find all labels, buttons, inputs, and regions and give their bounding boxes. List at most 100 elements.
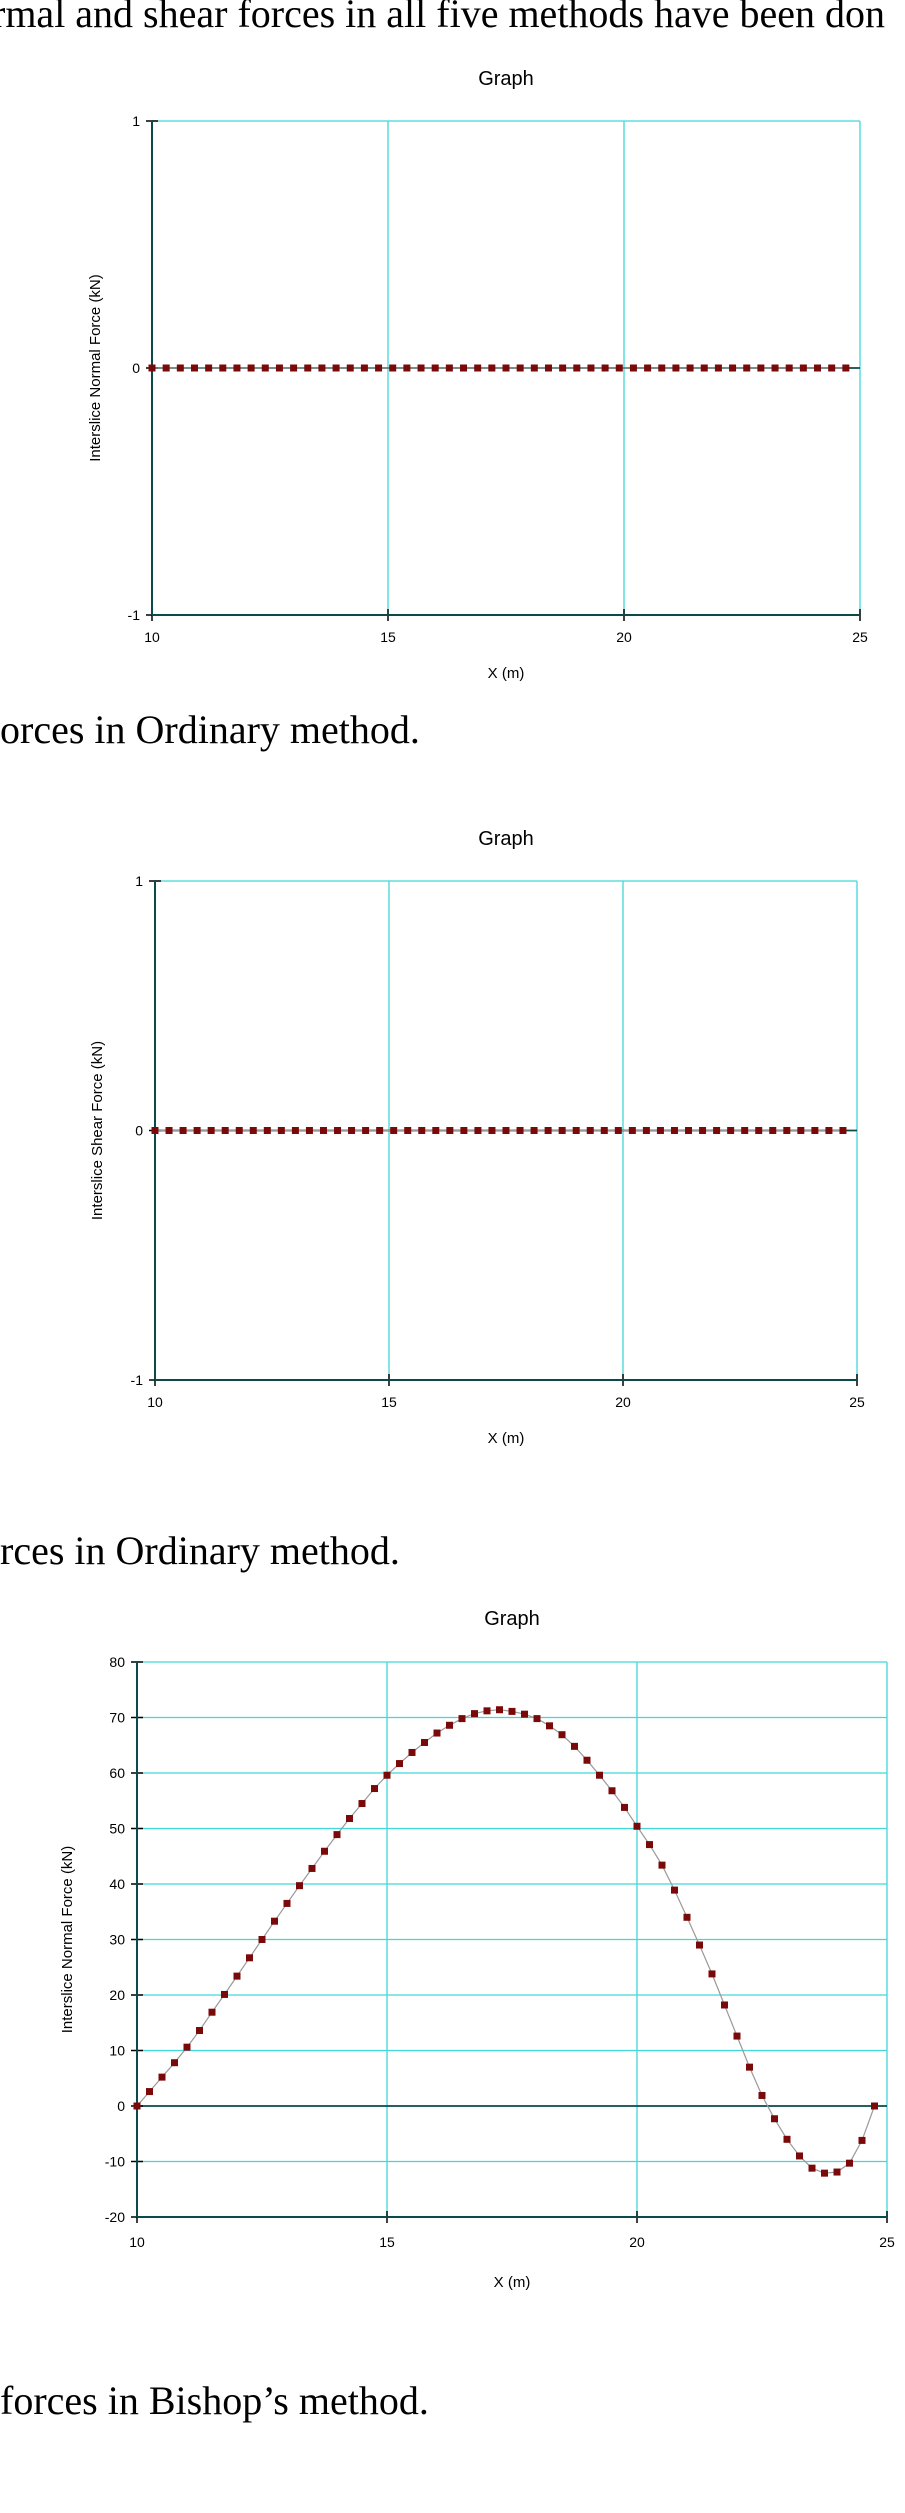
data-point	[171, 2059, 178, 2067]
data-point	[165, 1127, 173, 1134]
data-point	[708, 1970, 716, 1978]
data-point	[404, 1127, 412, 1134]
data-point	[785, 364, 793, 372]
data-point	[842, 364, 850, 372]
chart-normal-force-bishop: Graph 10 15 20 25 -20 -10 0 10 20 30 40 50 60 70 80 X (m…	[59, 1608, 895, 2291]
x-axis-label: X (m)	[494, 2274, 531, 2291]
data-point	[360, 364, 368, 372]
data-point	[615, 364, 623, 372]
data-point	[546, 1722, 553, 1730]
data-point	[797, 1127, 805, 1134]
figure-caption-3: forces in Bishop’s method.	[0, 2378, 429, 2423]
data-point	[558, 1127, 566, 1134]
data-point	[348, 1127, 356, 1134]
data-point	[614, 1127, 622, 1134]
data-point	[601, 364, 609, 372]
data-point	[502, 1127, 510, 1134]
data-point	[308, 1864, 316, 1872]
data-point	[179, 1127, 187, 1134]
data-point	[333, 1831, 341, 1839]
x-tick-label: 20	[616, 629, 632, 645]
data-point	[277, 1127, 285, 1134]
data-point	[233, 364, 241, 372]
data-point	[596, 1771, 603, 1779]
data-point	[445, 364, 453, 372]
data-point	[233, 1972, 241, 1980]
data-point	[713, 1127, 721, 1134]
data-point	[727, 1127, 735, 1134]
data-point	[221, 1127, 229, 1134]
data-point	[714, 364, 722, 372]
data-point	[332, 364, 340, 372]
data-point	[362, 1127, 370, 1134]
data-point	[686, 364, 694, 372]
data-point	[658, 1861, 666, 1869]
data-point	[275, 364, 283, 372]
data-point	[219, 364, 227, 372]
data-point	[858, 2136, 866, 2144]
x-tick-label: 10	[147, 1394, 163, 1410]
y-tick-label: -10	[105, 2154, 125, 2170]
y-tick-label: 0	[132, 360, 140, 376]
y-axis-label: Interslice Shear Force (kN)	[89, 1041, 106, 1220]
data-point	[746, 2063, 753, 2071]
data-point	[291, 1127, 299, 1134]
data-point	[221, 1990, 228, 1998]
data-point	[573, 364, 581, 372]
data-point	[783, 2135, 791, 2143]
data-point	[629, 364, 637, 372]
data-point	[417, 364, 425, 372]
data-point	[321, 1847, 328, 1855]
x-tick-label: 10	[129, 2234, 145, 2250]
data-point	[621, 1803, 628, 1811]
data-point	[271, 1917, 278, 1925]
data-point	[530, 1127, 538, 1134]
y-axis-label: Interslice Normal Force (kN)	[59, 1846, 76, 2034]
data-point	[208, 2008, 216, 2016]
data-point	[670, 1127, 678, 1134]
data-point	[769, 1127, 777, 1134]
data-point	[696, 1941, 703, 1949]
data-point	[318, 364, 326, 372]
data-point	[644, 364, 652, 372]
data-point	[383, 1771, 391, 1779]
data-point	[521, 1710, 528, 1718]
x-tick-label: 15	[381, 1394, 397, 1410]
data-point	[376, 1127, 384, 1134]
data-point	[729, 364, 737, 372]
y-tick-label: 50	[109, 1821, 125, 1837]
data-point	[733, 2032, 741, 2040]
data-point	[421, 1738, 428, 1746]
y-axis-label: Interslice Normal Force (kN)	[87, 274, 104, 462]
data-point	[741, 1127, 749, 1134]
data-point	[633, 1822, 641, 1830]
x-tick-label: 20	[615, 1394, 631, 1410]
data-point	[446, 1721, 453, 1729]
data-point	[408, 1748, 416, 1756]
data-point	[796, 2152, 803, 2160]
data-point	[544, 364, 552, 372]
data-point	[296, 1882, 303, 1890]
data-point	[516, 364, 524, 372]
data-point	[508, 1707, 516, 1715]
data-point	[671, 1886, 678, 1894]
x-tick-label: 20	[629, 2234, 645, 2250]
data-point	[558, 1731, 566, 1739]
data-point	[283, 1899, 291, 1907]
data-point	[646, 1841, 653, 1849]
data-point	[757, 364, 765, 372]
data-point	[828, 364, 836, 372]
data-point	[833, 2168, 841, 2176]
x-tick-label: 10	[144, 629, 160, 645]
data-point	[460, 364, 468, 372]
data-point	[151, 1127, 159, 1134]
data-point	[249, 1127, 257, 1134]
data-point	[196, 2027, 203, 2035]
y-tick-label: -1	[131, 1372, 144, 1388]
data-point	[205, 364, 213, 372]
data-point	[471, 1710, 478, 1718]
data-point	[533, 1715, 541, 1723]
data-point	[683, 1913, 691, 1921]
y-tick-label: 1	[135, 873, 143, 889]
data-point	[460, 1127, 468, 1134]
